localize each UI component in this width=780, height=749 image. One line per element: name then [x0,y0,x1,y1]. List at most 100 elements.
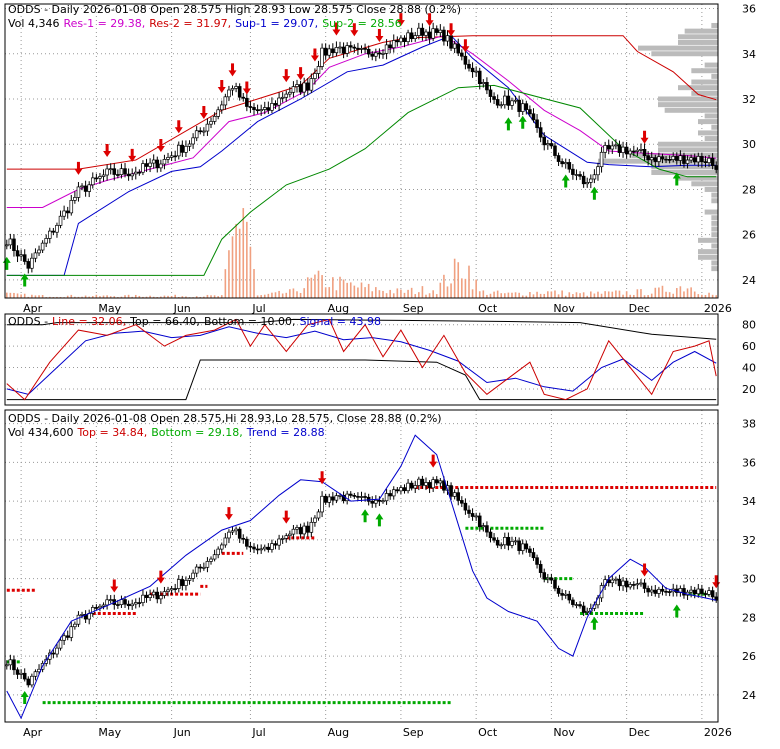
volume-bar [457,262,460,298]
candle-body [707,590,711,595]
volume-bar [23,293,26,298]
volume-bar [99,296,101,298]
candle-body [653,589,658,594]
candle-body [628,150,633,155]
candle-body [202,130,206,133]
candle-body [660,588,665,592]
volume-bar [414,294,417,298]
volume-bar [557,294,560,298]
candle-body [528,548,532,553]
candle-body [62,210,66,217]
candle-body [144,594,149,599]
volume-bar [88,296,90,298]
candle-body [424,482,428,486]
price-header: ODDS - Daily 2026-01-08 Open 28.575 High… [8,3,461,16]
candle-body [657,588,661,594]
volume-bar [167,295,169,298]
candle-body [30,675,34,686]
volume-bar [285,292,288,298]
candle-body [409,32,414,40]
candle-body [703,593,708,595]
candle-body [406,32,410,42]
price-x-tick-label: Nov [553,302,575,315]
candle-body [169,588,174,591]
candle-body [581,605,586,613]
candle-body [449,35,453,49]
volume-bar [650,293,653,298]
volume-profile-bar [678,175,718,181]
volume-bar [342,279,345,298]
candle-body [388,44,392,49]
price-y-tick-label: 34 [742,48,756,61]
trend-candles [5,475,718,688]
candle-body [452,43,457,49]
volume-bar [550,291,553,298]
volume-bar [504,293,506,298]
candle-body [234,528,238,532]
candle-body [696,156,701,163]
candle-body [73,197,77,201]
trend-x-tick-label: Aug [328,726,349,739]
volume-profile-bar [704,136,718,142]
volume-bar [149,295,151,298]
volume-bar [131,296,133,298]
price-down-arrow [447,23,456,37]
candle-body [216,548,220,556]
candle-body [467,63,471,69]
volume-bar [536,291,538,298]
candle-body [305,82,310,91]
volume-profile-bar [704,62,718,68]
candle-body [528,109,532,115]
candle-body [191,572,195,579]
candle-body [141,594,145,603]
candle-body [374,499,378,504]
volume-bar [410,287,413,298]
candle-body [495,99,500,106]
volume-bar [220,295,223,298]
candle-body [119,168,124,175]
price-y-tick-label: 36 [742,3,756,16]
candle-body [546,143,550,146]
candle-body [305,525,310,533]
candle-body [474,515,478,518]
candle-body [184,145,188,153]
candle-body [273,103,278,106]
volume-bar [332,277,334,298]
candle-body [5,664,9,667]
trend-y-tick-label: 24 [742,689,756,702]
candle-body [391,40,396,49]
candle-body [445,35,450,42]
candle-body [614,144,618,147]
candle-body [642,149,647,157]
trend-x-tick-label: Jul [251,726,265,739]
volume-bar [425,294,427,298]
volume-bar [339,276,341,298]
candle-body [549,143,554,147]
candle-body [485,525,489,533]
volume-bar [521,295,524,298]
price-down-arrow [282,69,291,83]
volume-profile-bar [711,232,718,238]
volume-bar [543,293,546,298]
price-y-tick-label: 30 [742,138,756,151]
candle-body [83,614,88,620]
volume-bar [575,292,578,298]
price-header-2-part: Res-1 = 29.38, [63,17,145,30]
candle-body [262,107,267,110]
candle-body [703,161,708,164]
volume-bar [439,282,442,298]
candle-body [417,478,421,486]
volume-bar [13,292,15,298]
candle-body [610,579,615,584]
volume-bar [253,268,255,298]
trend-up-arrow [20,691,29,705]
volume-bar [471,289,474,298]
volume-bar [668,292,671,298]
trend-down-arrow [156,570,165,584]
volume-bar [511,292,513,298]
volume-profile-bar [651,164,718,170]
volume-bar [367,283,370,298]
volume-bar [672,293,675,298]
candle-body [395,40,400,43]
volume-bar [443,274,445,298]
